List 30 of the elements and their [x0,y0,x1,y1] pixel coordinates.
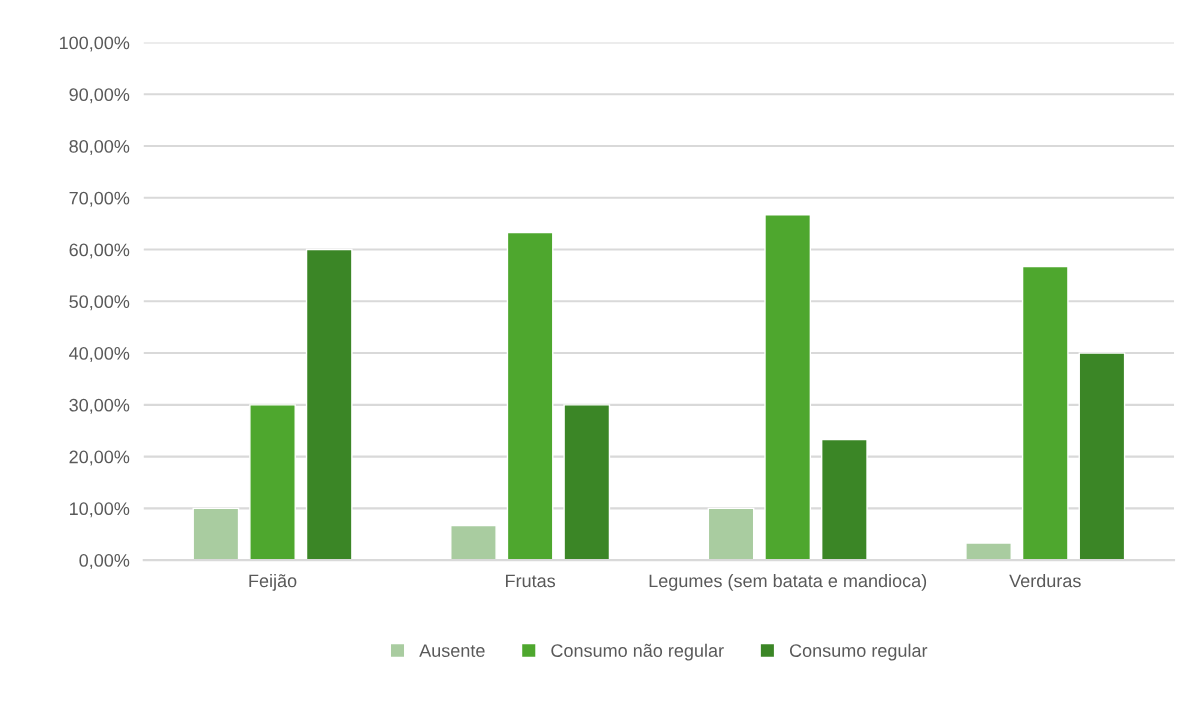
y-tick-label: 100,00% [59,36,130,52]
bar [965,542,1012,561]
y-tick-label: 60,00% [69,243,130,259]
bar [249,404,296,561]
y-tick-label: 10,00% [70,502,130,518]
bar [1021,265,1069,561]
x-tick-label: Legumes (sem batata e mandioca) [649,574,927,591]
y-tick-label: 70,00% [69,191,130,207]
y-tick-label: 90,00% [69,88,130,104]
bar [707,507,755,561]
bar [305,248,353,561]
x-tick-label: Frutas [506,574,556,588]
x-tick-label: Feijão [249,574,297,591]
bar [450,524,497,561]
bar [563,404,611,561]
legend-label: Consumo não regular [551,643,724,661]
bar [820,438,868,561]
y-tick-label: 50,00% [69,295,130,311]
y-tick-label: 40,00% [69,347,130,362]
bar [506,231,554,561]
legend-label: Ausente [419,644,485,657]
bar [192,507,240,561]
y-tick-label: 30,00% [69,398,130,414]
legend-label: Consumo regular [789,643,928,661]
x-tick-label: Verduras [1009,574,1081,588]
y-tick-label: 80,00% [69,139,130,155]
y-tick-label: 20,00% [69,450,130,466]
y-tick-label: 0,00% [79,554,130,569]
bar [764,214,812,561]
bar [1078,352,1126,561]
